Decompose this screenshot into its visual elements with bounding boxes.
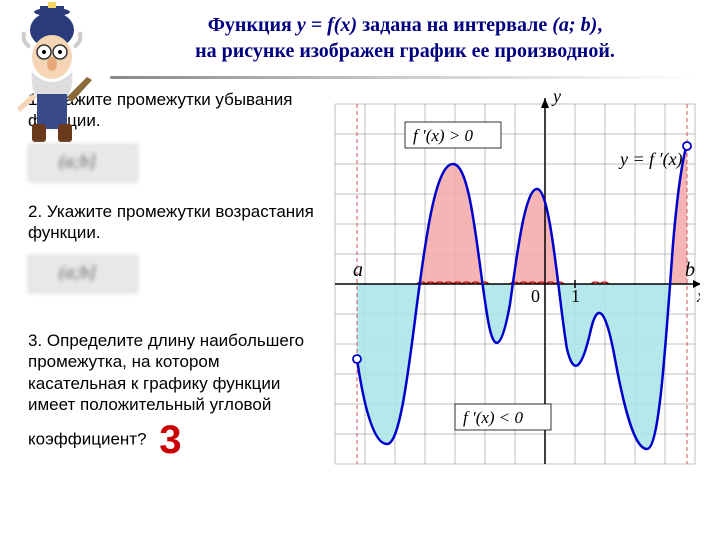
svg-text:0: 0: [531, 286, 540, 306]
task-2: 2. Укажите промежутки возрастания функци…: [28, 201, 320, 244]
slide-title: Функция y = f(x) задана на интервале (a;…: [0, 0, 720, 72]
svg-text:b: b: [685, 259, 695, 281]
svg-text:y: y: [551, 89, 561, 106]
task-1-answer-blur: [28, 144, 138, 182]
derivative-chart: y x a b 0 1 f ′(x) > 0 f ′(x) < 0: [320, 89, 700, 469]
svg-text:f ′(x) < 0: f ′(x) < 0: [463, 408, 524, 427]
task-3: 3. Определите длину наибольшего промежут…: [28, 330, 320, 465]
title-fn: y = f(x): [297, 14, 357, 36]
svg-text:x: x: [696, 286, 700, 306]
professor-illustration: [2, 2, 102, 142]
title-line2: на рисунке изображен график ее производн…: [195, 40, 615, 62]
svg-text:f ′(x) > 0: f ′(x) > 0: [413, 126, 474, 145]
svg-text:a: a: [353, 259, 363, 281]
title-end: ,: [597, 14, 602, 36]
equation-label: y = f ′(x): [620, 149, 683, 170]
title-post: задана на интервале: [357, 14, 552, 36]
svg-text:1: 1: [571, 286, 580, 306]
title-divider: [110, 76, 700, 79]
task-2-answer-blur: [28, 255, 138, 293]
title-interval: (a; b): [552, 14, 597, 36]
task-3-answer: 3: [159, 415, 181, 465]
title-pre: Функция: [208, 14, 297, 36]
